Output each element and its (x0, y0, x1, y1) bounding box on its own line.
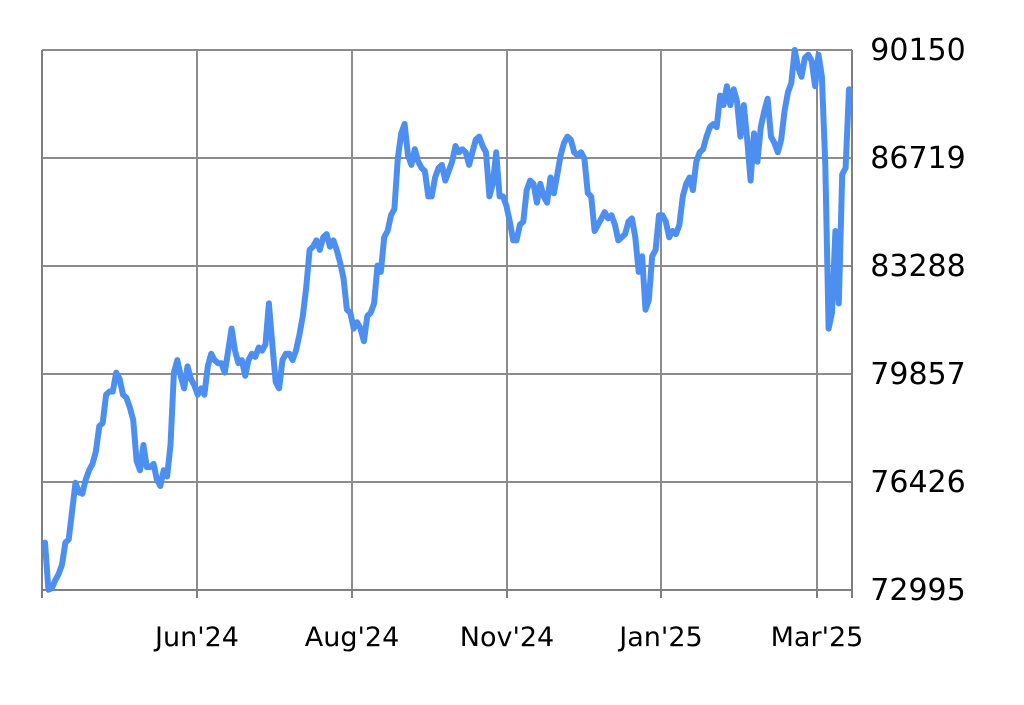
x-tick-label: Jun'24 (153, 622, 239, 653)
x-tick-label: Nov'24 (460, 622, 554, 653)
grid-lines (42, 49, 852, 591)
y-tick-label: 76426 (870, 465, 965, 500)
x-tick-label: Jan'25 (617, 622, 702, 653)
y-tick-label: 90150 (870, 33, 965, 68)
plot-frame (41, 50, 853, 598)
y-tick-label: 83288 (870, 249, 965, 284)
x-tick-label: Mar'25 (771, 622, 864, 653)
y-tick-label: 86719 (870, 141, 965, 176)
y-tick-label: 72995 (870, 573, 965, 608)
y-tick-label: 79857 (870, 357, 965, 392)
y-axis-tick-labels: 90150 86719 83288 79857 76426 72995 (870, 33, 965, 608)
price-series-line (42, 47, 852, 593)
x-tick-label: Aug'24 (305, 622, 400, 653)
x-axis-tick-labels: Jun'24 Aug'24 Nov'24 Jan'25 Mar'25 (153, 622, 863, 653)
